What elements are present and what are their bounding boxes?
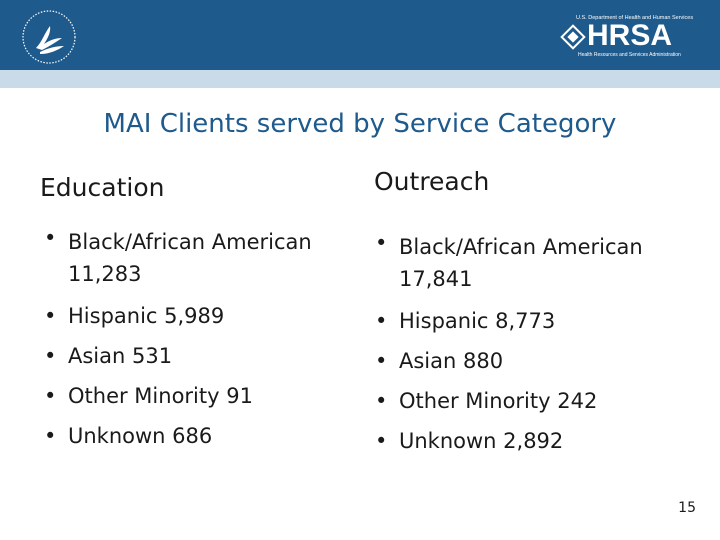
hrsa-administration-text: Health Resources and Services Administra…	[578, 52, 681, 58]
list-item: • Other Minority 242	[375, 381, 695, 421]
list-item: • Unknown 686	[44, 416, 354, 456]
bullet-icon: •	[44, 424, 57, 448]
bullet-icon: •	[375, 429, 388, 453]
list-item: • Asian 880	[375, 341, 695, 381]
list-item: • Other Minority 91	[44, 376, 354, 416]
list-item: • Black/African American 17,841	[375, 231, 695, 295]
slide-title: MAI Clients served by Service Category	[103, 109, 617, 139]
hrsa-diamond-emblem-icon	[560, 24, 586, 50]
outreach-list: • Black/African American 17,841 • Hispan…	[375, 231, 695, 461]
item-label: Black/African American	[68, 230, 312, 254]
item-label: Asian 880	[399, 349, 504, 373]
list-item: • Black/African American 11,283	[44, 226, 354, 290]
item-label: Other Minority 242	[399, 389, 598, 413]
item-value: 11,283	[68, 262, 142, 286]
bullet-icon: •	[375, 389, 388, 413]
bullet-icon: •	[44, 304, 57, 328]
item-value: 17,841	[399, 267, 473, 291]
hrsa-logo: U.S. Department of Health and Human Serv…	[560, 14, 702, 60]
item-label: Other Minority 91	[68, 384, 253, 408]
header-banner: U.S. Department of Health and Human Serv…	[0, 0, 720, 70]
hhs-seal-icon	[22, 10, 76, 64]
bullet-icon: •	[44, 384, 57, 408]
bullet-icon: •	[44, 226, 57, 250]
item-label: Hispanic 8,773	[399, 309, 556, 333]
outreach-heading: Outreach	[374, 167, 490, 196]
slide-number: 15	[678, 500, 696, 516]
item-label: Asian 531	[68, 344, 173, 368]
hrsa-department-text: U.S. Department of Health and Human Serv…	[576, 15, 694, 21]
education-list: • Black/African American 11,283 • Hispan…	[44, 226, 354, 456]
list-item: • Hispanic 5,989	[44, 296, 354, 336]
education-heading: Education	[40, 173, 165, 202]
hrsa-wordmark: HRSA	[587, 19, 673, 52]
item-label: Hispanic 5,989	[68, 304, 225, 328]
bullet-icon: •	[375, 231, 388, 255]
list-item: • Asian 531	[44, 336, 354, 376]
bullet-icon: •	[44, 344, 57, 368]
item-label: Unknown 686	[68, 424, 213, 448]
bullet-icon: •	[375, 349, 388, 373]
item-label: Unknown 2,892	[399, 429, 564, 453]
item-label: Black/African American	[399, 235, 643, 259]
list-item: • Unknown 2,892	[375, 421, 695, 461]
header-strip	[0, 70, 720, 88]
bullet-icon: •	[375, 309, 388, 333]
list-item: • Hispanic 8,773	[375, 301, 695, 341]
